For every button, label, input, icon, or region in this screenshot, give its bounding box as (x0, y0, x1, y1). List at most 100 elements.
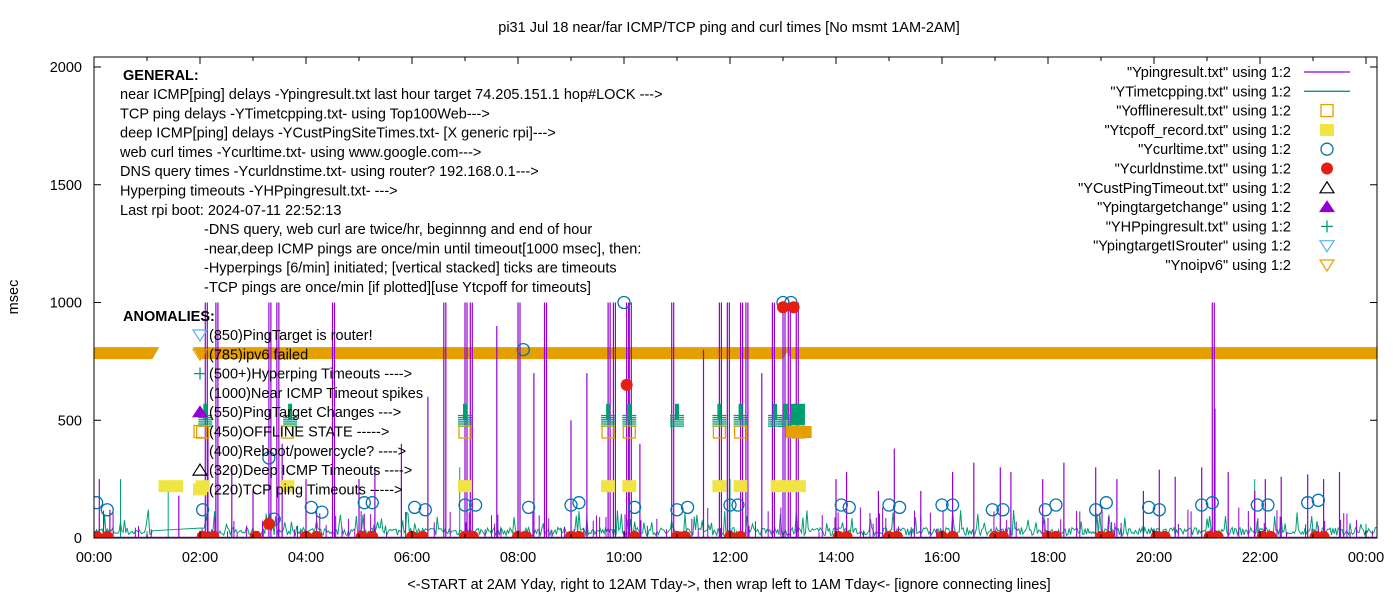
x-tick-label: 06:00 (394, 550, 430, 566)
curltime-marker (1089, 503, 1103, 517)
offline-marker (622, 425, 636, 439)
general-line: near ICMP[ping] delays -Ypingresult.txt … (120, 87, 663, 103)
curldnstime-marker (249, 530, 262, 538)
curltime-marker (617, 295, 631, 310)
chart-title: pi31 Jul 18 near/far ICMP/TCP ping and c… (498, 20, 959, 36)
anomaly-marker (193, 483, 207, 496)
curltime-marker (1250, 498, 1264, 512)
tcpoff-marker (158, 480, 173, 493)
offline-marker (733, 425, 748, 439)
legend-label: "Ypingresult.txt" using 1:2 (1127, 65, 1291, 81)
offline-marker (280, 425, 295, 439)
legend: "Ypingresult.txt" using 1:2 "YTimetcpping… (1078, 65, 1350, 274)
hyperping-bar (675, 403, 679, 421)
curldnstime-marker (734, 530, 747, 538)
legend-marker-swatch (1321, 162, 1333, 175)
noipv6-band-segment (94, 347, 160, 360)
anomaly-marker (192, 405, 208, 418)
general-line: TCP ping delays -YTimetcpping.txt- using… (120, 106, 490, 122)
legend-label: "YHPpingresult.txt" using 1:2 (1106, 219, 1291, 235)
legend-marker-swatch (1321, 220, 1333, 233)
curldnstime-marker (890, 530, 903, 538)
hyperping-bar (783, 403, 788, 421)
curldnstime-marker (366, 530, 379, 538)
curltime-marker (357, 496, 371, 510)
offline-marker (458, 425, 472, 439)
tcpoff-marker (770, 480, 785, 493)
legend-marker-swatch (1320, 103, 1334, 118)
legend-label: "Ytcpoff_record.txt" using 1:2 (1104, 123, 1291, 139)
general-header: GENERAL: (123, 68, 199, 84)
curltime-marker (516, 342, 530, 357)
anomaly-label: (850)PingTarget is router! (209, 328, 373, 344)
curldnstime-marker (1102, 530, 1115, 538)
curltime-marker (94, 496, 104, 510)
hyperping-block (790, 403, 805, 425)
legend-marker-swatch (1320, 142, 1334, 156)
y-axis-label: msec (6, 280, 22, 315)
curltime-marker (521, 500, 536, 515)
curldnstime-marker (787, 301, 800, 314)
curldnstime-marker (996, 530, 1009, 538)
legend-marker-swatch (1320, 123, 1334, 136)
x-tick-label: 08:00 (500, 550, 536, 566)
curltime-marker (842, 500, 856, 515)
tcpoff-marker (280, 480, 295, 493)
curltime-marker (985, 503, 999, 517)
legend-marker-swatch (1318, 259, 1336, 273)
hyperping-bar (463, 403, 467, 421)
curltime-marker (1152, 503, 1166, 517)
general-line: deep ICMP[ping] delays -YCustPingSiteTim… (120, 126, 556, 142)
anomaly-marker (191, 348, 209, 362)
curltime-marker (892, 500, 907, 515)
curltime-marker (680, 500, 695, 515)
anomaly-label: (220)TCP ping Timeouts -----> (209, 482, 403, 498)
legend-label: "Ynoipv6" using 1:2 (1165, 258, 1291, 274)
curldnstime-marker (777, 301, 789, 314)
curldnstime-marker (101, 530, 114, 538)
x-tick-label: 18:00 (1030, 550, 1066, 566)
curldnstime-marker (466, 530, 479, 538)
x-tick-label: 14:00 (818, 550, 854, 566)
curldnstime-marker (1211, 530, 1224, 538)
curltime-marker (1049, 498, 1063, 512)
y-tick-label: 1000 (50, 296, 82, 312)
hyperping-bar (203, 403, 208, 421)
tcpoff-marker (781, 480, 796, 493)
axes: 0 500 1000 1500 2000 00:00 02:00 04:00 06:00 08:0… (50, 56, 1384, 566)
curltime-marker (1311, 493, 1325, 507)
x-axis-label: <-START at 2AM Yday, right to 12AM Tday-… (407, 577, 1050, 593)
curldnstime-marker (94, 530, 103, 538)
anomaly-label: (500+)Hyperping Timeouts ----> (209, 367, 412, 383)
curldnstime-marker (946, 530, 959, 538)
curldnstime-marker (262, 517, 275, 530)
y-tick-label: 2000 (50, 60, 82, 76)
curltime-marker (627, 500, 642, 515)
curltime-marker (418, 503, 432, 517)
curldnstime-marker (310, 530, 323, 538)
x-tick-label: 04:00 (288, 550, 324, 566)
anomaly-marker (193, 424, 207, 439)
curltime-marker (262, 451, 276, 465)
tcpoff-marker (622, 480, 637, 493)
offline-marker (712, 425, 727, 439)
hyperping-timeout-stack (670, 403, 684, 427)
x-tick-label: 02:00 (182, 550, 218, 566)
x-tick-label: 20:00 (1136, 550, 1172, 566)
x-tick-label: 12:00 (712, 550, 748, 566)
hyperping-bar (288, 403, 293, 421)
curltime-marker (670, 503, 684, 517)
curldnstime-marker (1317, 530, 1330, 538)
note-line: -near,deep ICMP pings are once/min until… (204, 241, 641, 257)
curltime-marker (935, 498, 949, 512)
anomalies-header: ANOMALIES: (123, 309, 215, 325)
anomaly-marker (191, 329, 209, 343)
curltime-marker (945, 498, 960, 512)
curltime-marker (365, 496, 379, 510)
curldnstime-marker (572, 530, 585, 538)
anomaly-marker (194, 367, 206, 380)
tcp-ping-line (94, 509, 1377, 538)
curltime-marker (1142, 500, 1156, 515)
general-line: web curl times -Ycurltime.txt- using www… (119, 145, 481, 161)
